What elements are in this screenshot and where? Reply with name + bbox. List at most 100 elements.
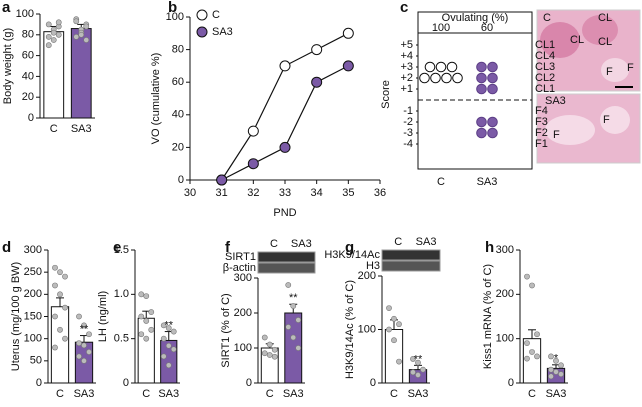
y-tick-label: 100 xyxy=(24,333,42,345)
data-point xyxy=(342,27,354,39)
y-tick-label: 100 xyxy=(496,333,514,345)
data-point xyxy=(76,353,82,360)
y-tick-label: 0 xyxy=(28,112,34,124)
panel-letter: f xyxy=(225,239,231,256)
score-stage-label: CL4 xyxy=(535,50,555,62)
data-point xyxy=(548,366,554,373)
legend-label: C xyxy=(212,9,220,21)
data-point xyxy=(476,83,487,95)
y-tick-label: 300 xyxy=(234,272,252,284)
data-point xyxy=(261,334,268,341)
data-point xyxy=(279,141,291,153)
data-point xyxy=(73,33,80,40)
data-point xyxy=(271,353,278,360)
data-point xyxy=(410,369,416,376)
data-point xyxy=(430,72,441,84)
y-tick-label: 0 xyxy=(178,174,184,186)
data-point xyxy=(160,335,167,342)
data-point xyxy=(170,346,177,353)
data-point xyxy=(487,127,498,139)
x-tick-label: C xyxy=(50,123,58,135)
y-tick-label: 200 xyxy=(358,270,376,282)
data-point xyxy=(266,341,273,348)
data-point xyxy=(553,357,559,364)
y-axis-title: Kiss1 mRNA (% of C) xyxy=(482,264,494,369)
blot-row-label: SIRT1 xyxy=(225,251,256,263)
plot-frame xyxy=(417,11,533,170)
score-stage-label: CL1 xyxy=(535,83,555,95)
y-tick-label: 1.0 xyxy=(114,288,129,300)
blot-row-label: H3 xyxy=(366,260,380,272)
data-point xyxy=(45,33,52,40)
data-point xyxy=(279,60,291,72)
data-point xyxy=(386,326,392,333)
data-point xyxy=(534,331,540,338)
x-tick-label: 35 xyxy=(342,187,354,199)
data-point xyxy=(558,371,564,378)
blot-column-label: C xyxy=(394,236,402,248)
score-stage-label: F4 xyxy=(535,105,548,117)
data-point xyxy=(420,366,426,373)
data-point xyxy=(396,358,402,365)
data-point xyxy=(311,76,323,88)
y-axis-title: VO (cumulative %) xyxy=(150,53,162,145)
y-tick-label: 50 xyxy=(30,355,42,367)
y-axis-title: Score xyxy=(380,80,392,109)
data-point xyxy=(165,362,172,369)
data-point xyxy=(52,282,58,289)
y-axis-title: Uterus (mg/100 g BW) xyxy=(10,262,22,371)
data-point xyxy=(73,18,80,25)
y-tick-label: 0.5 xyxy=(114,333,129,345)
score-stage-label: CL2 xyxy=(535,72,555,84)
data-point xyxy=(55,19,62,26)
data-point xyxy=(247,158,259,170)
data-point xyxy=(295,317,302,323)
x-tick-label: SA3 xyxy=(71,123,92,135)
blot-band xyxy=(257,251,316,263)
data-point xyxy=(441,72,452,84)
data-point xyxy=(138,331,145,338)
data-point xyxy=(419,72,430,84)
blot-row-label: β-actin xyxy=(223,262,256,274)
legend-marker xyxy=(196,9,208,21)
data-point xyxy=(487,72,498,84)
y-tick-label: +4 xyxy=(400,50,413,62)
data-point xyxy=(261,350,268,357)
panel-letter: c xyxy=(400,0,408,16)
y-tick-label: 80 xyxy=(172,44,184,56)
score-stage-label: CL3 xyxy=(535,61,555,73)
data-point xyxy=(529,349,535,355)
legend-marker xyxy=(196,26,208,38)
legend-label: SA3 xyxy=(212,26,233,38)
x-tick-label: C xyxy=(266,388,274,400)
y-tick-label: 100 xyxy=(234,342,252,354)
y-tick-label: 0 xyxy=(123,377,129,389)
data-point xyxy=(138,291,145,298)
data-point xyxy=(534,353,540,360)
data-point xyxy=(548,373,554,380)
data-point xyxy=(45,21,52,28)
data-point xyxy=(424,61,436,73)
data-point xyxy=(62,335,68,342)
data-point xyxy=(266,352,273,358)
ovulating-value: 60 xyxy=(481,22,493,34)
y-tick-label: 200 xyxy=(234,307,252,319)
x-tick-label: C xyxy=(528,388,536,400)
data-point xyxy=(57,326,63,333)
significance: ** xyxy=(414,353,423,365)
histology-label: CL xyxy=(598,36,612,48)
data-point xyxy=(76,313,82,320)
data-point xyxy=(285,282,292,288)
y-tick-label: -2 xyxy=(403,116,413,128)
data-point xyxy=(476,127,487,139)
y-tick-label: -3 xyxy=(403,127,413,139)
data-point xyxy=(487,116,498,128)
x-tick-label: 36 xyxy=(374,187,386,199)
x-tick-label: SA3 xyxy=(546,388,567,400)
data-point xyxy=(55,31,62,38)
data-point xyxy=(143,293,150,300)
x-tick-label: C xyxy=(56,388,64,400)
header: Ovulating (%) xyxy=(442,12,509,24)
data-point xyxy=(62,273,68,280)
histology xyxy=(536,9,641,164)
